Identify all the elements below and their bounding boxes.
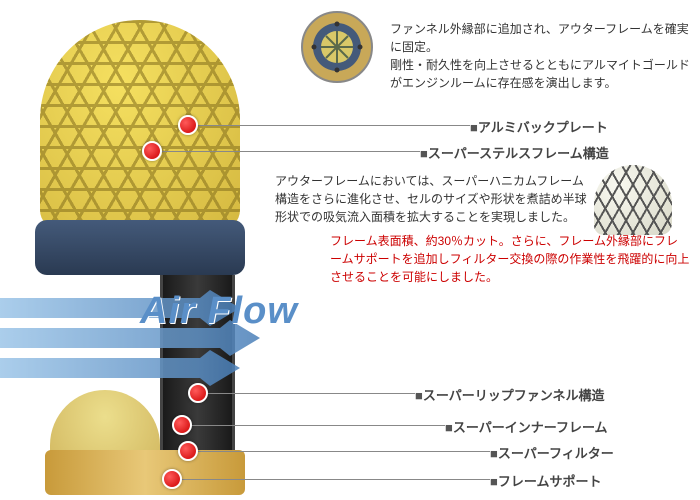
marker-6 [162,469,182,489]
lead-lipfunnel [200,393,415,394]
hdr-support: ■フレームサポート [490,472,601,492]
lead-inner [185,425,445,426]
airflow-label: Air Flow [140,290,298,333]
marker-2 [142,141,162,161]
desc-stealth: アウターフレームにおいては、スーパーハニカムフレーム構造をさらに進化させ、セルの… [275,172,590,226]
lead-support [175,479,490,480]
marker-3 [188,383,208,403]
hdr-lipfunnel: ■スーパーリップファンネル構造 [415,386,604,406]
foot-base [45,450,245,495]
hdr-superfilter: ■スーパーフィルター [490,444,614,464]
frame-detail-icon [594,165,672,235]
marker-4 [172,415,192,435]
marker-1 [178,115,198,135]
desc-accent: フレーム表面積、約30％カット。さらに、フレーム外縁部にフレームサポートを追加し… [330,232,690,286]
lead-stealth [155,151,420,152]
marker-5 [178,441,198,461]
lead-backplate [190,125,470,126]
base-plate [35,220,245,275]
desc-backplate: ファンネル外縁部に追加され、アウターフレームを確実に固定。 剛性・耐久性を向上さ… [390,20,690,92]
hdr-innerframe: ■スーパーインナーフレーム [445,418,608,438]
backplate-detail-icon [300,10,374,84]
hdr-stealth: ■スーパーステルスフレーム構造 [420,144,609,164]
diagram-root: Air Flow ファンネル外縁部に追加され、アウターフレームを確実に固定。 剛… [0,0,700,500]
hdr-backplate: ■アルミバックプレート [470,118,608,138]
product-cutaway [30,20,260,480]
lead-filter [190,451,490,452]
